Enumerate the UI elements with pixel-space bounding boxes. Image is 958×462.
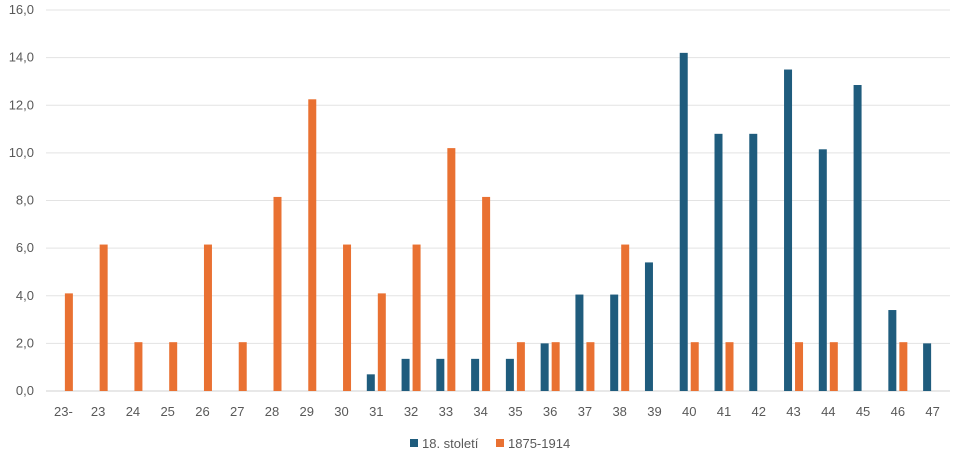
bar: [540, 343, 549, 391]
x-tick-label: 37: [578, 404, 592, 419]
bar: [203, 244, 212, 391]
gridlines: [46, 9, 950, 392]
x-axis: 23- 23 24 25 26 27 28 29 30 31 32 33 34 35 36 37 38 39 40 4…: [54, 404, 940, 419]
y-tick-label: 0,0: [16, 383, 34, 398]
y-tick-label: 14,0: [9, 50, 34, 65]
legend-label: 1875-1914: [508, 436, 570, 451]
x-tick-label: 35: [508, 404, 522, 419]
bar: [482, 196, 491, 391]
bar: [586, 342, 595, 391]
y-tick-label: 12,0: [9, 97, 34, 112]
x-tick-label: 30: [334, 404, 348, 419]
x-tick-label: 24: [126, 404, 140, 419]
bar: [853, 85, 862, 392]
legend-swatch: [496, 439, 504, 447]
bar: [169, 342, 178, 391]
y-tick-label: 2,0: [16, 335, 34, 350]
x-tick-label: 45: [856, 404, 870, 419]
bar: [923, 343, 932, 391]
bar: [818, 149, 827, 391]
x-tick-label: 44: [821, 404, 835, 419]
x-tick-label: 41: [717, 404, 731, 419]
bar: [273, 196, 282, 391]
x-tick-label: 34: [473, 404, 487, 419]
y-axis: 0,0 2,0 4,0 6,0 8,0 10,0 12,0 14,0 16,0: [9, 2, 34, 398]
x-tick-label: 32: [404, 404, 418, 419]
bar: [64, 293, 73, 391]
x-tick-label: 23: [91, 404, 105, 419]
x-tick-label: 27: [230, 404, 244, 419]
x-tick-label: 47: [925, 404, 939, 419]
bar: [505, 358, 514, 391]
bar: [899, 342, 908, 391]
bar: [621, 244, 630, 391]
bar: [784, 69, 793, 391]
y-tick-label: 8,0: [16, 193, 34, 208]
x-tick-label: 33: [439, 404, 453, 419]
bar: [679, 52, 688, 392]
bar: [516, 342, 525, 391]
bar: [238, 342, 247, 391]
bar: [749, 133, 758, 391]
x-tick-label: 40: [682, 404, 696, 419]
y-tick-label: 16,0: [9, 2, 34, 17]
bar: [99, 244, 108, 391]
bar: [401, 358, 410, 391]
x-tick-label: 25: [160, 404, 174, 419]
x-tick-label: 31: [369, 404, 383, 419]
legend: 18. století 1875-1914: [410, 436, 570, 451]
bar: [343, 244, 352, 391]
x-tick-label: 38: [612, 404, 626, 419]
y-tick-label: 6,0: [16, 240, 34, 255]
bar: [725, 342, 734, 391]
bar: [366, 374, 375, 391]
bar: [447, 148, 456, 391]
y-tick-label: 4,0: [16, 288, 34, 303]
bar: [377, 293, 386, 391]
x-tick-label: 39: [647, 404, 661, 419]
legend-swatch: [410, 439, 418, 447]
bar: [551, 342, 560, 391]
bar: [436, 358, 445, 391]
x-tick-label: 26: [195, 404, 209, 419]
bar: [412, 244, 421, 391]
x-tick-label: 23-: [54, 404, 73, 419]
bar: [471, 358, 480, 391]
x-tick-label: 42: [752, 404, 766, 419]
x-tick-label: 36: [543, 404, 557, 419]
bar: [610, 294, 619, 391]
y-tick-label: 10,0: [9, 145, 34, 160]
bar: [644, 262, 653, 391]
bar: [134, 342, 143, 391]
x-tick-label: 29: [300, 404, 314, 419]
bar: [829, 342, 838, 391]
x-tick-label: 43: [786, 404, 800, 419]
x-tick-label: 46: [891, 404, 905, 419]
legend-label: 18. století: [422, 436, 479, 451]
bar: [795, 342, 804, 391]
bars: [64, 52, 932, 392]
bar: [575, 294, 584, 391]
bar: [888, 310, 897, 391]
x-tick-label: 28: [265, 404, 279, 419]
bar: [690, 342, 699, 391]
bar: [714, 133, 723, 391]
bar: [308, 99, 317, 391]
